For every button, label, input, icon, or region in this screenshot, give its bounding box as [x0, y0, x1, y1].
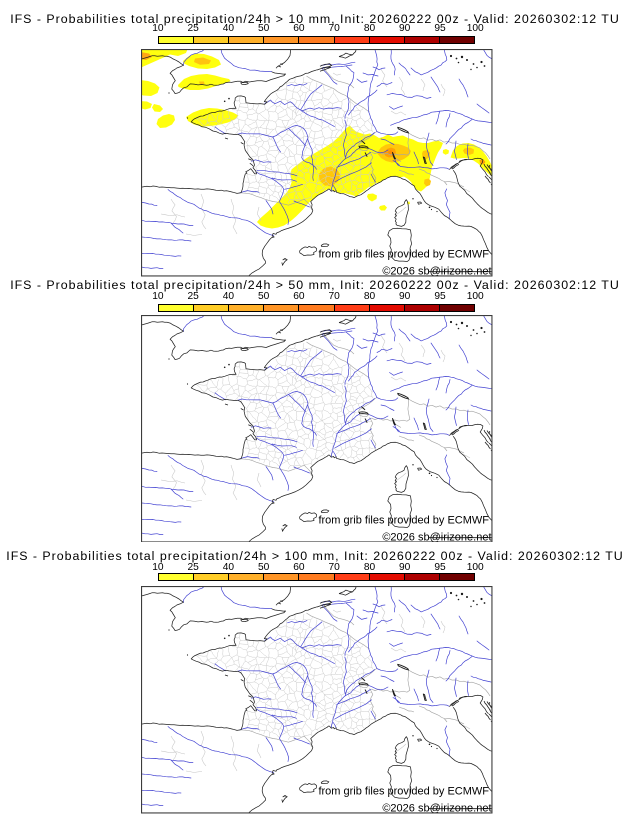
svg-text:©2026 sb@irizone.net: ©2026 sb@irizone.net: [382, 266, 491, 277]
svg-text:from grib files provided by EC: from grib files provided by ECMWF: [318, 248, 489, 260]
svg-text:from grib files provided by EC: from grib files provided by ECMWF: [318, 514, 489, 526]
svg-text:©2026 sb@irizone.net: ©2026 sb@irizone.net: [382, 531, 491, 542]
svg-text:from grib files provided by EC: from grib files provided by ECMWF: [318, 786, 489, 798]
svg-text:©2026 sb@irizone.net: ©2026 sb@irizone.net: [382, 803, 491, 814]
